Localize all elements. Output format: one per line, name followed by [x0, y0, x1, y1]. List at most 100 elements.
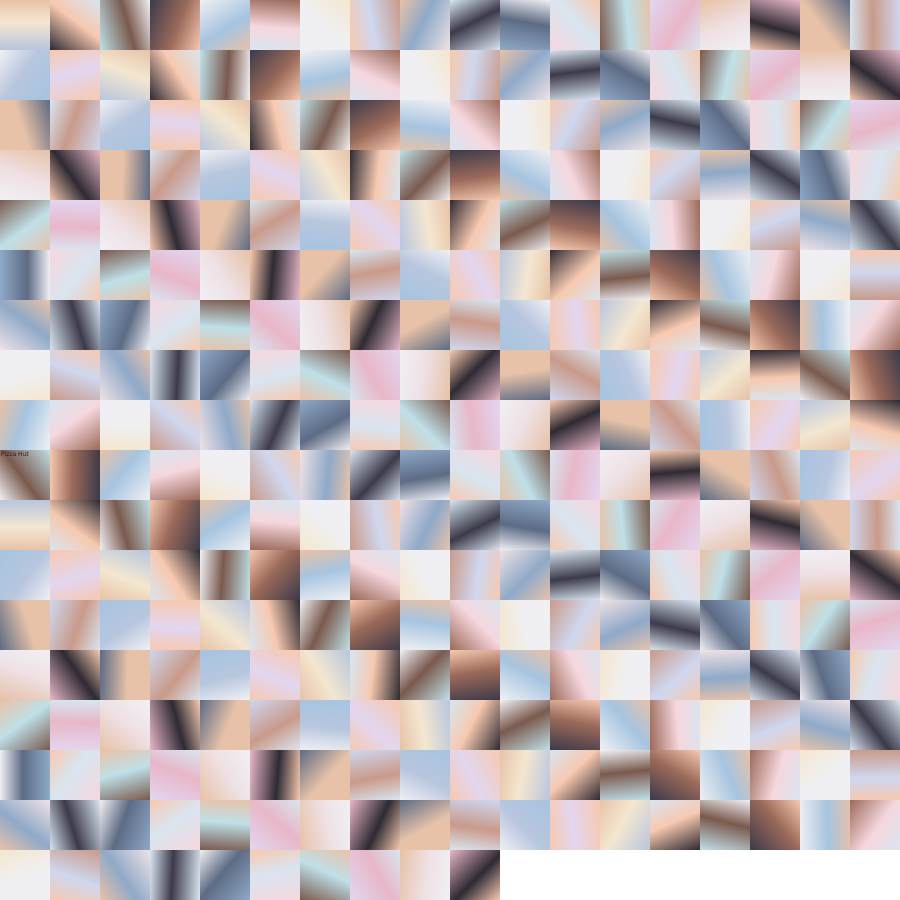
- thumbnail-tile[interactable]: [600, 450, 650, 500]
- thumbnail-tile[interactable]: [0, 750, 50, 800]
- thumbnail-tile[interactable]: [500, 150, 550, 200]
- thumbnail-tile[interactable]: [150, 800, 200, 850]
- thumbnail-tile[interactable]: [600, 150, 650, 200]
- thumbnail-tile[interactable]: [0, 50, 50, 100]
- thumbnail-tile[interactable]: [50, 250, 100, 300]
- thumbnail-tile[interactable]: [400, 500, 450, 550]
- thumbnail-tile[interactable]: [200, 200, 250, 250]
- thumbnail-tile[interactable]: [250, 0, 300, 50]
- thumbnail-tile[interactable]: [200, 800, 250, 850]
- thumbnail-tile[interactable]: [450, 150, 500, 200]
- thumbnail-tile[interactable]: [350, 650, 400, 700]
- thumbnail-tile[interactable]: [500, 50, 550, 100]
- thumbnail-tile[interactable]: [250, 200, 300, 250]
- thumbnail-tile[interactable]: [750, 300, 800, 350]
- thumbnail-tile[interactable]: [50, 750, 100, 800]
- thumbnail-tile[interactable]: [850, 800, 900, 850]
- thumbnail-tile[interactable]: [300, 650, 350, 700]
- thumbnail-tile[interactable]: [250, 750, 300, 800]
- thumbnail-tile[interactable]: [750, 800, 800, 850]
- thumbnail-tile[interactable]: [700, 350, 750, 400]
- thumbnail-tile[interactable]: [400, 200, 450, 250]
- thumbnail-tile[interactable]: [100, 600, 150, 650]
- thumbnail-tile[interactable]: [300, 350, 350, 400]
- thumbnail-tile[interactable]: [350, 400, 400, 450]
- thumbnail-tile[interactable]: [650, 750, 700, 800]
- thumbnail-tile[interactable]: [750, 50, 800, 100]
- thumbnail-tile[interactable]: [250, 100, 300, 150]
- thumbnail-tile[interactable]: [800, 450, 850, 500]
- thumbnail-tile[interactable]: [600, 650, 650, 700]
- thumbnail-tile[interactable]: [500, 400, 550, 450]
- thumbnail-tile[interactable]: [600, 300, 650, 350]
- thumbnail-tile[interactable]: [400, 300, 450, 350]
- thumbnail-tile[interactable]: [650, 0, 700, 50]
- thumbnail-tile[interactable]: [0, 100, 50, 150]
- thumbnail-tile[interactable]: [550, 650, 600, 700]
- thumbnail-tile[interactable]: [200, 250, 250, 300]
- thumbnail-tile[interactable]: [300, 400, 350, 450]
- thumbnail-tile[interactable]: [50, 50, 100, 100]
- thumbnail-tile[interactable]: [350, 200, 400, 250]
- thumbnail-tile[interactable]: [150, 0, 200, 50]
- thumbnail-tile[interactable]: [100, 200, 150, 250]
- thumbnail-tile[interactable]: [650, 150, 700, 200]
- thumbnail-tile[interactable]: [800, 400, 850, 450]
- thumbnail-tile[interactable]: [300, 50, 350, 100]
- thumbnail-tile[interactable]: [0, 650, 50, 700]
- thumbnail-tile[interactable]: [200, 150, 250, 200]
- thumbnail-tile[interactable]: [50, 200, 100, 250]
- thumbnail-tile[interactable]: [50, 450, 100, 500]
- thumbnail-tile[interactable]: [550, 800, 600, 850]
- thumbnail-tile[interactable]: [800, 50, 850, 100]
- thumbnail-tile[interactable]: [650, 300, 700, 350]
- thumbnail-tile[interactable]: [150, 550, 200, 600]
- thumbnail-tile[interactable]: [550, 100, 600, 150]
- thumbnail-tile[interactable]: [150, 400, 200, 450]
- thumbnail-tile[interactable]: [500, 300, 550, 350]
- thumbnail-tile[interactable]: [50, 100, 100, 150]
- thumbnail-tile[interactable]: [350, 250, 400, 300]
- thumbnail-tile[interactable]: [0, 150, 50, 200]
- thumbnail-tile[interactable]: [250, 350, 300, 400]
- thumbnail-tile[interactable]: [850, 750, 900, 800]
- thumbnail-tile[interactable]: [850, 250, 900, 300]
- thumbnail-tile[interactable]: [150, 650, 200, 700]
- thumbnail-tile[interactable]: [100, 650, 150, 700]
- thumbnail-tile[interactable]: [0, 500, 50, 550]
- thumbnail-tile[interactable]: [250, 800, 300, 850]
- thumbnail-tile[interactable]: [100, 50, 150, 100]
- thumbnail-tile[interactable]: [500, 550, 550, 600]
- thumbnail-tile[interactable]: [300, 450, 350, 500]
- thumbnail-tile[interactable]: [800, 750, 850, 800]
- thumbnail-tile[interactable]: [350, 600, 400, 650]
- thumbnail-tile[interactable]: [500, 750, 550, 800]
- thumbnail-tile[interactable]: [350, 350, 400, 400]
- thumbnail-tile[interactable]: [850, 300, 900, 350]
- thumbnail-tile[interactable]: [550, 350, 600, 400]
- thumbnail-tile[interactable]: [50, 400, 100, 450]
- thumbnail-tile[interactable]: [600, 350, 650, 400]
- thumbnail-tile[interactable]: [250, 500, 300, 550]
- thumbnail-tile[interactable]: [150, 350, 200, 400]
- thumbnail-tile[interactable]: [800, 700, 850, 750]
- thumbnail-tile[interactable]: [300, 500, 350, 550]
- thumbnail-tile[interactable]: [700, 150, 750, 200]
- thumbnail-tile[interactable]: [650, 100, 700, 150]
- thumbnail-tile[interactable]: [800, 650, 850, 700]
- thumbnail-tile[interactable]: [550, 700, 600, 750]
- thumbnail-tile[interactable]: [600, 50, 650, 100]
- thumbnail-tile[interactable]: [700, 50, 750, 100]
- thumbnail-tile[interactable]: [100, 400, 150, 450]
- thumbnail-tile[interactable]: [200, 0, 250, 50]
- thumbnail-tile[interactable]: [150, 850, 200, 900]
- thumbnail-tile[interactable]: [350, 750, 400, 800]
- thumbnail-tile[interactable]: [800, 200, 850, 250]
- thumbnail-tile[interactable]: [800, 350, 850, 400]
- thumbnail-tile[interactable]: [850, 50, 900, 100]
- thumbnail-tile[interactable]: [500, 600, 550, 650]
- thumbnail-tile[interactable]: [250, 600, 300, 650]
- thumbnail-tile[interactable]: [250, 450, 300, 500]
- thumbnail-tile[interactable]: [150, 450, 200, 500]
- thumbnail-tile[interactable]: [400, 150, 450, 200]
